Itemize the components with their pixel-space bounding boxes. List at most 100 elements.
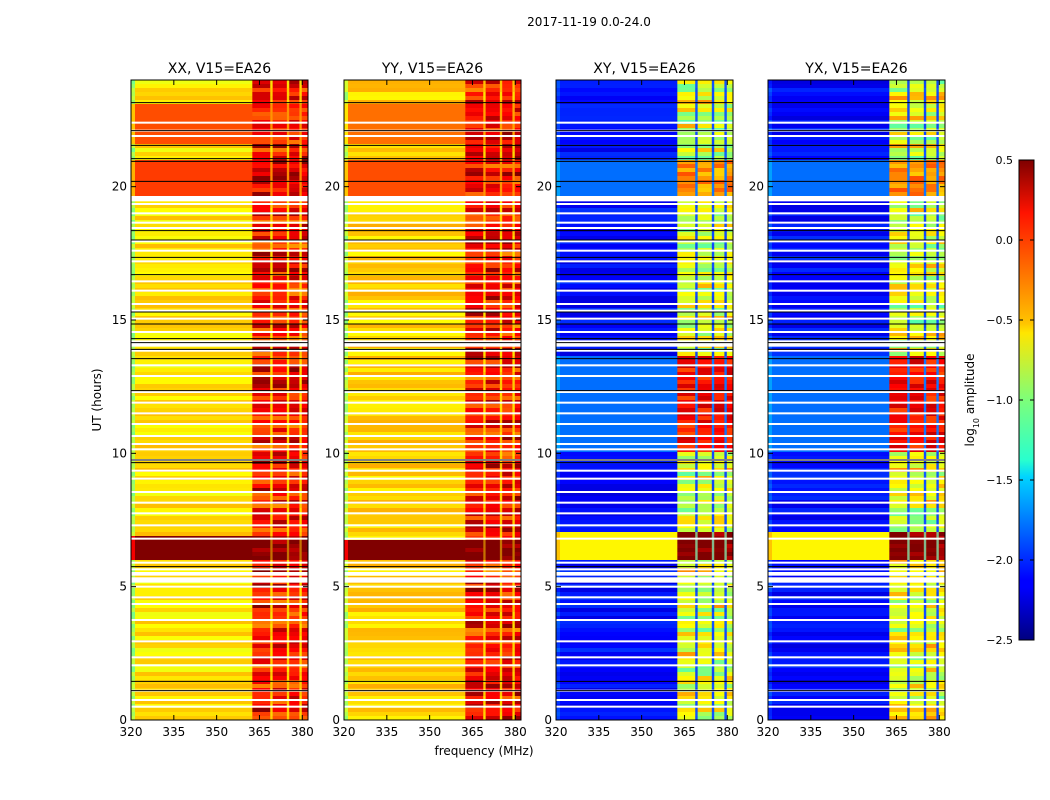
- rfi-cell: [909, 548, 924, 553]
- heatmap-row: [344, 144, 521, 149]
- rfi-cell: [272, 232, 287, 237]
- heatmap-edge: [344, 692, 348, 697]
- flagged-row: [556, 309, 733, 312]
- rfi-cell: [252, 508, 271, 513]
- rfi-cell: [938, 432, 945, 437]
- heatmap-row: [344, 480, 521, 485]
- rfi-cell: [514, 520, 521, 525]
- heatmap-row: [131, 532, 308, 537]
- rfi-cell: [252, 104, 271, 109]
- rfi-cell: [714, 148, 725, 153]
- rfi-cell: [714, 132, 725, 137]
- rfi-cell: [502, 144, 513, 149]
- rfi-cell: [909, 232, 924, 237]
- rfi-cell: [502, 700, 513, 705]
- heatmap-edge: [344, 520, 348, 525]
- rfi-cell: [909, 488, 924, 493]
- rfi-cell: [252, 696, 271, 701]
- heatmap-edge: [556, 532, 560, 537]
- y-tick-label: 10: [537, 446, 552, 460]
- rfi-cell: [252, 636, 271, 641]
- rfi-cell: [889, 232, 908, 237]
- rfi-cell: [514, 480, 521, 485]
- rfi-cell: [889, 276, 908, 281]
- rfi-cell: [514, 472, 521, 477]
- heatmap-edge: [768, 268, 772, 273]
- heatmap-edge: [131, 368, 135, 373]
- heatmap-edge: [556, 292, 560, 297]
- heatmap-edge: [344, 372, 348, 377]
- heatmap-row: [344, 136, 521, 141]
- heatmap-row: [131, 320, 308, 325]
- rfi-cell: [909, 544, 924, 549]
- rfi-cell: [714, 236, 725, 241]
- rfi-cell: [697, 116, 712, 121]
- rfi-cell: [301, 300, 308, 305]
- rfi-cell: [726, 92, 733, 97]
- heatmap-edge: [131, 164, 135, 169]
- rfi-cell: [926, 236, 937, 241]
- rfi-cell: [726, 700, 733, 705]
- rfi-cell: [252, 296, 271, 301]
- rfi-cell: [909, 140, 924, 145]
- rfi-cell: [485, 540, 500, 545]
- heatmap-row: [768, 176, 945, 181]
- heatmap-edge: [131, 232, 135, 237]
- rfi-cell: [485, 520, 500, 525]
- rfi-cell: [938, 384, 945, 389]
- heatmap-row: [344, 604, 521, 609]
- rfi-cell: [938, 708, 945, 713]
- rfi-cell: [697, 264, 712, 269]
- rfi-cell: [697, 392, 712, 397]
- rfi-cell: [465, 84, 484, 89]
- rfi-cell: [677, 396, 696, 401]
- heatmap-edge: [131, 520, 135, 525]
- colorbar-tick-label: −1.5: [986, 474, 1013, 487]
- heatmap-edge: [556, 672, 560, 677]
- rfi-cell: [465, 528, 484, 533]
- rfi-cell: [677, 324, 696, 329]
- heatmap-edge: [556, 352, 560, 357]
- heatmap-edge: [131, 616, 135, 621]
- rfi-cell: [938, 716, 945, 720]
- rfi-cell: [697, 616, 712, 621]
- heatmap-row: [131, 436, 308, 441]
- rfi-cell: [301, 488, 308, 493]
- rfi-cell: [889, 416, 908, 421]
- rfi-cell: [677, 644, 696, 649]
- rfi-cell: [938, 644, 945, 649]
- rfi-cell: [289, 520, 300, 525]
- rfi-cell: [889, 312, 908, 317]
- heatmap-edge: [344, 352, 348, 357]
- heatmap: [768, 80, 945, 720]
- rfi-cell: [909, 628, 924, 633]
- rfi-cell: [677, 608, 696, 613]
- heatmap-edge: [768, 440, 772, 445]
- flagged-row: [556, 524, 733, 527]
- rfi-cell: [502, 644, 513, 649]
- rfi-cell: [301, 464, 308, 469]
- band-gap: [923, 80, 927, 720]
- rfi-cell: [289, 204, 300, 209]
- rfi-cell: [465, 484, 484, 489]
- rfi-cell: [714, 188, 725, 193]
- heatmap-edge: [131, 256, 135, 261]
- rfi-cell: [938, 160, 945, 165]
- heatmap-edge: [131, 672, 135, 677]
- heatmap-edge: [556, 180, 560, 185]
- heatmap-edge: [768, 244, 772, 249]
- flagged-row: [131, 303, 308, 305]
- rfi-cell: [301, 696, 308, 701]
- rfi-cell: [909, 592, 924, 597]
- heatmap-row: [768, 540, 945, 545]
- heatmap-row: [556, 320, 733, 325]
- rfi-cell: [714, 268, 725, 273]
- rfi-cell: [465, 164, 484, 169]
- rfi-cell: [485, 140, 500, 145]
- rfi-cell: [714, 152, 725, 157]
- rfi-cell: [677, 132, 696, 137]
- rfi-cell: [714, 372, 725, 377]
- heatmap-row: [556, 624, 733, 629]
- rfi-cell: [289, 692, 300, 697]
- rfi-cell: [465, 540, 484, 545]
